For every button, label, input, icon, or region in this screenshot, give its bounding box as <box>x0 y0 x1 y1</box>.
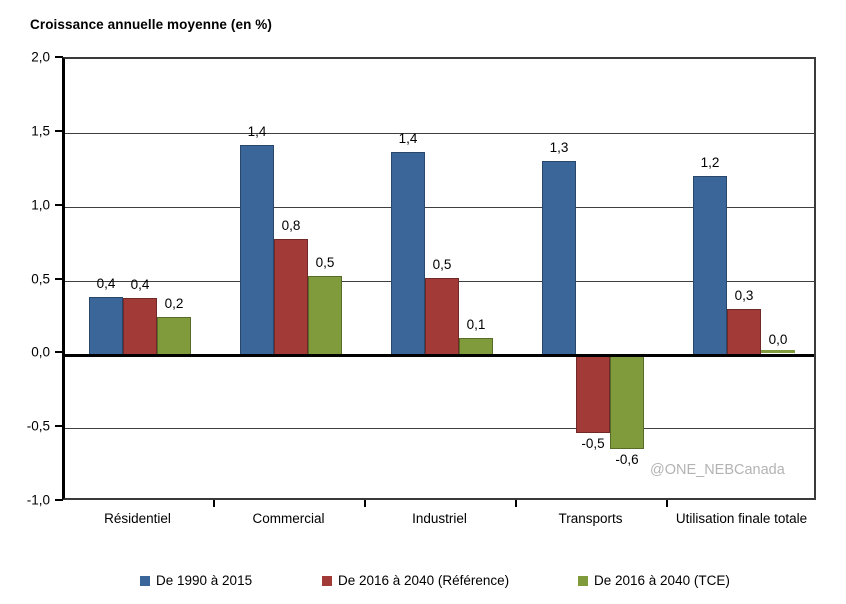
legend-item[interactable]: De 2016 à 2040 (Référence) <box>322 573 509 588</box>
bar <box>89 296 123 355</box>
bar <box>693 175 727 355</box>
bar-value-label: 0,1 <box>466 317 486 333</box>
bar <box>459 338 493 355</box>
bar-value-label: 1,4 <box>247 123 267 139</box>
gridline <box>65 206 814 208</box>
bar <box>542 160 576 355</box>
y-axis-tick-label: 0,5 <box>31 271 50 286</box>
x-axis-tick-mark <box>666 500 668 507</box>
x-axis-category-label: Commercial <box>252 511 325 526</box>
legend-item[interactable]: De 1990 à 2015 <box>140 573 252 588</box>
bar <box>274 239 308 355</box>
x-axis-category-label: Transports <box>558 511 623 526</box>
bar <box>576 354 610 433</box>
gridline <box>65 428 814 430</box>
y-axis-tick-label: 2,0 <box>31 49 50 65</box>
bar-value-label: 0,0 <box>768 331 788 347</box>
bar <box>391 152 425 355</box>
x-axis-tick-mark <box>364 500 366 507</box>
legend-label: De 2016 à 2040 (Référence) <box>338 573 510 588</box>
bar-value-label: 1,3 <box>549 139 569 155</box>
bar-value-label: -0,5 <box>581 435 605 451</box>
bar <box>610 354 644 449</box>
bar <box>308 276 342 355</box>
bar-value-label: 0,4 <box>130 277 150 293</box>
legend-label: De 1990 à 2015 <box>156 573 253 588</box>
x-axis-category-label: Résidentiel <box>104 511 171 526</box>
chart-legend: De 1990 à 2015 De 2016 à 2040 (Référence)… <box>0 566 846 594</box>
y-axis-tick-label: 1,0 <box>31 197 50 213</box>
bar <box>157 317 191 355</box>
x-axis-tick-mark <box>213 500 215 507</box>
chart-title: Croissance annuelle moyenne (en %) <box>30 17 272 32</box>
bar-value-label: 0,5 <box>315 255 335 271</box>
legend-swatch-icon <box>578 575 588 586</box>
y-axis-tick-label: 1,5 <box>31 123 50 139</box>
bar-value-label: 1,2 <box>700 154 720 170</box>
bar-value-label: 0,4 <box>96 275 116 291</box>
y-axis-tick-mark <box>55 129 63 132</box>
zero-axis-line <box>62 354 814 358</box>
y-axis-tick-mark <box>55 351 63 354</box>
y-axis-tick-mark <box>55 277 63 280</box>
legend-swatch-icon <box>140 575 150 586</box>
legend-item[interactable]: De 2016 à 2040 (TCE) <box>578 573 730 588</box>
y-axis: 2,0 1,5 1,0 0,5 0,0 -0,5 -1,0 <box>0 0 63 604</box>
x-axis-tick-mark <box>515 500 517 507</box>
y-axis-tick-mark <box>55 56 63 58</box>
bar <box>425 277 459 355</box>
gridline <box>65 132 814 134</box>
y-axis-tick-mark <box>55 499 63 501</box>
bar-value-label: 0,8 <box>281 218 301 234</box>
x-axis-category-label: Industriel <box>412 511 467 526</box>
y-axis-tick-label: 0,0 <box>31 344 50 360</box>
plot-area: 0,4 0,4 0,2 1,4 0,8 0,5 1,4 0,5 0,1 1,3 -0,5 -0,6 1,… <box>62 57 816 500</box>
bar-value-label: 0,2 <box>164 296 184 312</box>
bar <box>761 350 795 353</box>
legend-swatch-icon <box>322 575 332 586</box>
x-axis-category-label: Utilisation finale totale <box>675 511 808 526</box>
bar-value-label: 0,3 <box>734 287 754 303</box>
bar-value-label: -0,6 <box>615 451 639 467</box>
legend-label: De 2016 à 2040 (TCE) <box>594 573 730 588</box>
y-axis-tick-mark <box>55 203 63 206</box>
y-axis-tick-mark <box>55 425 63 428</box>
bar <box>240 144 274 355</box>
bar-value-label: 0,5 <box>432 256 452 272</box>
watermark-label: @ONE_NEBCanada <box>650 462 785 478</box>
y-axis-tick-label: -1,0 <box>26 492 50 508</box>
y-axis-tick-label: -0,5 <box>26 418 50 434</box>
bar-value-label: 1,4 <box>398 131 418 147</box>
bar <box>727 308 761 355</box>
bar <box>123 298 157 355</box>
